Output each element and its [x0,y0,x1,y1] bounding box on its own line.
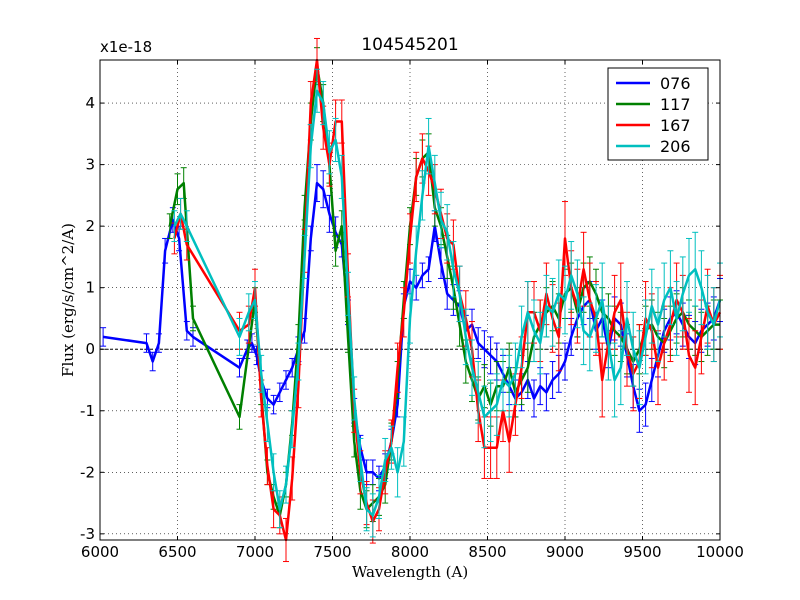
y-axis-label: Flux (erg/s/cm^2/A) [59,223,77,377]
series-206 [171,68,723,538]
x-tick-label: 10000 [696,543,744,561]
y-tick-label: -1 [80,402,95,420]
x-tick-label: 6000 [81,543,119,561]
x-tick-label: 9500 [623,543,661,561]
x-tick-label: 7500 [313,543,351,561]
series-layer [100,37,723,563]
y-multiplier-label: x1e-18 [100,38,152,56]
series-line-076 [102,181,722,480]
legend-label-076: 076 [660,74,691,93]
y-tick-label: 1 [85,279,95,297]
x-tick-label: 8500 [468,543,506,561]
y-tick-label: -3 [80,525,95,543]
y-tick-label: -2 [80,463,95,481]
legend-label-117: 117 [660,95,691,114]
ticks: 6000 6500 7000 7500 8000 8500 9000 9500 10000 -3 -… [80,60,744,561]
y-tick-label: 4 [85,94,95,112]
y-tick-label: 3 [85,156,95,174]
x-tick-label: 6500 [158,543,196,561]
x-tick-label: 9000 [546,543,584,561]
x-tick-label: 7000 [236,543,274,561]
y-tick-label: 2 [85,217,95,235]
series-line-206 [173,89,722,517]
y-tick-label: 0 [85,340,95,358]
x-tick-label: 8000 [391,543,429,561]
chart-title: 104545201 [361,35,458,55]
x-axis-label: Wavelength (A) [352,563,468,581]
legend: 076 117 167 206 [607,67,709,161]
legend-label-206: 206 [660,137,691,156]
legend-label-167: 167 [660,116,691,135]
